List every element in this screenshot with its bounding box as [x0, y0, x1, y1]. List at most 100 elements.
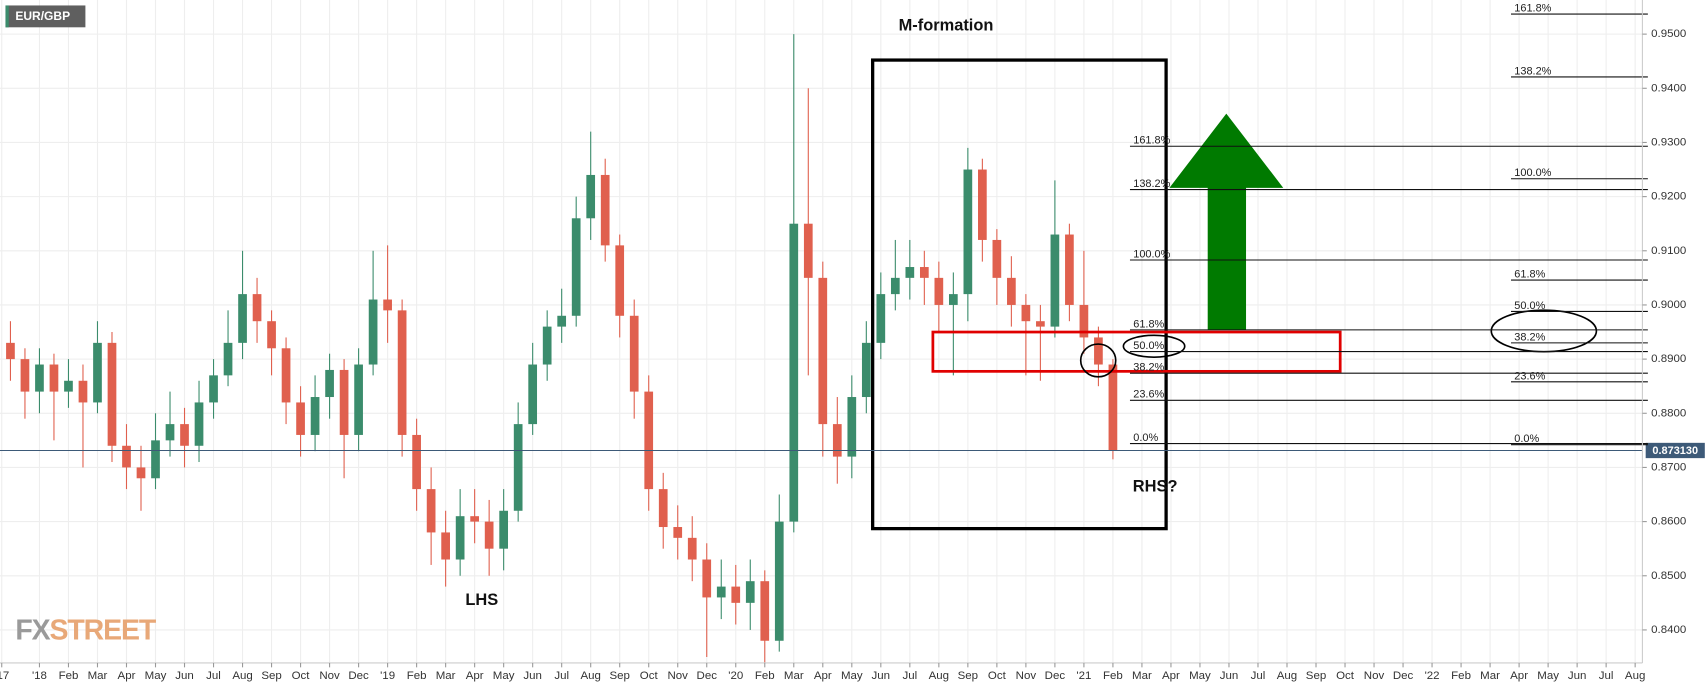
candle-body [354, 364, 363, 435]
x-tick-label: Dec [348, 670, 369, 682]
candle-body [484, 521, 494, 549]
candle-body [310, 397, 320, 435]
x-tick-label: Dec [1393, 670, 1414, 682]
candle-body [673, 527, 683, 538]
x-tick-label: Jun [1568, 670, 1587, 682]
candle-body [64, 380, 73, 392]
arrow [1169, 113, 1284, 330]
price-label: 0.873130 [1652, 445, 1698, 457]
fib-label: 138.2% [1514, 65, 1551, 77]
y-tick-label: 0.8600 [1651, 516, 1686, 528]
x-tick-label: Oct [988, 670, 1007, 682]
candle-body [194, 402, 204, 446]
y-tick-label: 0.9200 [1651, 191, 1686, 203]
candle-body [1065, 234, 1074, 305]
candle-body [876, 294, 886, 343]
candle-body [760, 581, 770, 641]
candle-body [528, 364, 538, 425]
x-tick-label: Mar [436, 670, 456, 682]
y-tick-label: 0.9400 [1651, 82, 1686, 94]
candle-body [78, 380, 88, 403]
fib-label: 50.0% [1514, 300, 1545, 312]
candle-body [397, 310, 407, 435]
candle-body [499, 510, 509, 549]
candle-body [963, 169, 973, 295]
candle-body [122, 445, 131, 468]
candle-body [571, 218, 581, 316]
x-tick-label: May [841, 670, 863, 682]
candle-body [368, 299, 378, 365]
x-tick-label: Sep [261, 670, 281, 682]
y-tick-label: 0.8400 [1651, 624, 1686, 636]
candle-body [919, 267, 929, 278]
x-tick-label: Aug [580, 670, 600, 682]
x-tick-label: Jul [1251, 670, 1266, 682]
overlay: M-formation LHS RHS? EUR/GBP FXSTREET 0.… [0, 3, 1705, 646]
candle-body [470, 516, 479, 522]
x-tick-label: May [1189, 670, 1211, 682]
fib-label: 23.6% [1514, 370, 1545, 382]
x-tick-label: Aug [1625, 670, 1645, 682]
x-tick-label: Nov [319, 670, 340, 682]
grid [0, 0, 1643, 663]
candle-body [455, 516, 465, 560]
candle-body [905, 267, 915, 278]
x-tick-label: Apr [118, 670, 136, 682]
candle-body [325, 369, 334, 398]
x-tick-label: Mar [88, 670, 108, 682]
candle-body [339, 369, 349, 435]
candle-body [151, 440, 160, 479]
y-tick-label: 0.9500 [1651, 28, 1686, 40]
x-tick-label: '17 [0, 670, 9, 682]
fib-label: 23.6% [1133, 389, 1164, 401]
ellipse [1079, 343, 1117, 378]
x-tick-label: Nov [1016, 670, 1037, 682]
fib-label: 61.8% [1514, 268, 1545, 280]
x-tick-label: Jul [206, 670, 221, 682]
x-tick-label: Sep [1306, 670, 1326, 682]
fib-label: 0.0% [1133, 432, 1158, 444]
x-tick-label: Apr [814, 670, 832, 682]
candle-body [513, 424, 523, 511]
candle-body [861, 342, 871, 398]
candle-body [789, 223, 799, 522]
candle-body [832, 424, 842, 457]
x-tick-label: Oct [1336, 670, 1355, 682]
candle-body [223, 342, 233, 376]
x-tick-label: Jun [1220, 670, 1239, 682]
brand-street: STREET [50, 614, 157, 646]
candle-body [296, 402, 305, 435]
y-tick-label: 0.8700 [1651, 461, 1686, 473]
candle-body [629, 315, 639, 392]
candle-body [890, 277, 900, 295]
x-tick-label: Nov [668, 670, 689, 682]
x-tick-label: Jul [554, 670, 569, 682]
candle-body [136, 467, 146, 479]
x-tick-label: May [1537, 670, 1559, 682]
candle-body [992, 239, 1002, 278]
candle-body [426, 489, 436, 533]
candle-body [1021, 304, 1031, 322]
annotation: LHS [465, 591, 498, 609]
x-tick-label: Aug [232, 670, 252, 682]
candle-body [35, 364, 44, 392]
x-tick-label: Oct [292, 670, 311, 682]
fib-label: 100.0% [1514, 167, 1551, 179]
candle-body [1036, 321, 1045, 327]
x-tick-label: Apr [1510, 670, 1528, 682]
candle-body [716, 586, 726, 598]
candle-body [745, 581, 755, 603]
x-tick-label: Feb [1103, 670, 1123, 682]
x-tick-label: Feb [755, 670, 775, 682]
symbol-accent [5, 5, 9, 28]
candle-body [1094, 337, 1103, 365]
symbol: EUR/GBP [15, 9, 70, 23]
annotation: RHS? [1133, 477, 1178, 495]
x-tick-label: Apr [1162, 670, 1180, 682]
symbol-box [5, 5, 86, 28]
candle-body [20, 359, 30, 392]
candle-body [180, 424, 189, 446]
candle-body [557, 315, 567, 327]
